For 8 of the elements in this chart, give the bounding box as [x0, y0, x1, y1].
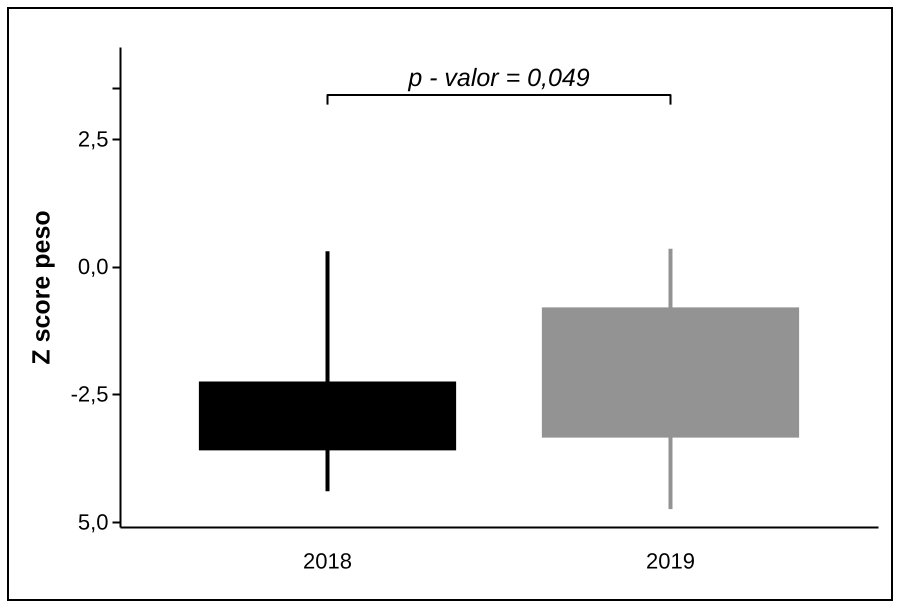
annotation: p - valor = 0,049 [407, 64, 590, 92]
y-axis-title: Z score peso [28, 210, 56, 365]
y-tick-label: 2,5 [78, 126, 108, 152]
y-tick-label: 5,0 [78, 509, 108, 534]
x-tick-label: 2018 [303, 548, 352, 574]
y-tick-label: 0,0 [78, 254, 108, 280]
x-tick-label: 2019 [646, 548, 695, 574]
y-tick-label: -2,5 [70, 382, 108, 407]
